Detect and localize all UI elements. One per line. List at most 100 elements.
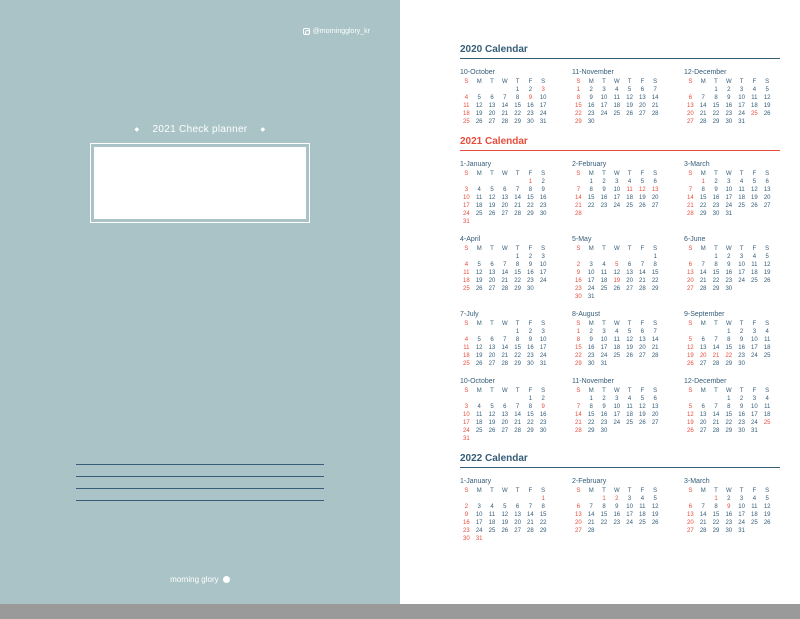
day-cell: 16 <box>585 102 598 110</box>
dow-cell: M <box>585 78 598 86</box>
day-cell: 8 <box>710 261 723 269</box>
day-cell <box>585 495 598 503</box>
day-cell: 28 <box>636 285 649 293</box>
day-cell <box>473 253 486 261</box>
day-cell: 3 <box>735 86 748 94</box>
day-cell: 24 <box>460 427 473 435</box>
months-row: 1-JanuarySMTWTFS123456789101112131415161… <box>460 478 780 543</box>
day-cell: 26 <box>649 519 662 527</box>
day-cell: 17 <box>748 411 761 419</box>
dow-cell: M <box>585 387 598 395</box>
day-cell: 25 <box>610 110 623 118</box>
month-block: 1-JanuarySMTWTFS123456789101112131415161… <box>460 161 550 226</box>
day-cell <box>537 435 550 443</box>
day-cell: 6 <box>649 395 662 403</box>
day-cell <box>623 118 636 126</box>
day-cell: 12 <box>761 503 774 511</box>
day-cell: 5 <box>684 336 697 344</box>
day-cell <box>610 293 623 301</box>
day-cell: 26 <box>761 110 774 118</box>
month-name: 11-November <box>572 378 662 385</box>
day-cell: 2 <box>572 261 585 269</box>
week-row: 15161718192021 <box>572 344 662 352</box>
day-cell: 23 <box>585 352 598 360</box>
day-cell: 13 <box>697 344 710 352</box>
day-cell: 1 <box>710 86 723 94</box>
day-cell: 12 <box>473 102 486 110</box>
day-cell: 25 <box>486 527 499 535</box>
week-row: 13141516171819 <box>684 102 774 110</box>
day-cell <box>610 210 623 218</box>
day-cell: 21 <box>649 102 662 110</box>
dow-cell: F <box>524 170 537 178</box>
day-cell: 30 <box>710 210 723 218</box>
day-cell: 21 <box>524 519 537 527</box>
day-cell: 8 <box>697 186 710 194</box>
day-cell: 23 <box>585 110 598 118</box>
day-cell: 13 <box>697 411 710 419</box>
day-cell: 2 <box>585 328 598 336</box>
day-cell: 8 <box>511 261 524 269</box>
day-cell: 23 <box>460 527 473 535</box>
day-cell: 23 <box>524 277 537 285</box>
day-cell: 6 <box>486 261 499 269</box>
day-cell: 15 <box>524 194 537 202</box>
week-row: 123456 <box>572 178 662 186</box>
day-cell <box>684 395 697 403</box>
dow-cell: S <box>761 78 774 86</box>
dow-cell: F <box>636 320 649 328</box>
day-cell: 1 <box>572 86 585 94</box>
day-cell: 16 <box>598 194 611 202</box>
day-cell: 1 <box>697 178 710 186</box>
day-cell: 9 <box>524 336 537 344</box>
day-cell: 25 <box>460 285 473 293</box>
day-cell: 30 <box>537 427 550 435</box>
day-cell <box>649 427 662 435</box>
day-cell: 4 <box>623 178 636 186</box>
day-cell: 18 <box>636 511 649 519</box>
day-cell: 26 <box>636 202 649 210</box>
day-cell: 10 <box>460 411 473 419</box>
day-cell <box>684 328 697 336</box>
week-row: 17181920212223 <box>460 419 550 427</box>
day-cell: 9 <box>735 403 748 411</box>
week-row: 6789101112 <box>684 261 774 269</box>
week-row: 18192021222324 <box>460 352 550 360</box>
dow-cell: M <box>473 320 486 328</box>
week-row: 21222324252627 <box>572 202 662 210</box>
day-cell: 3 <box>473 503 486 511</box>
dow-cell: T <box>511 387 524 395</box>
day-cell: 26 <box>684 360 697 368</box>
day-cell: 26 <box>636 419 649 427</box>
dow-cell: W <box>722 78 735 86</box>
dow-cell: T <box>598 245 611 253</box>
day-cell: 5 <box>610 261 623 269</box>
day-cell: 30 <box>524 285 537 293</box>
day-cell: 24 <box>537 110 550 118</box>
day-cell: 21 <box>585 519 598 527</box>
week-row: 1234567 <box>572 86 662 94</box>
day-cell: 2 <box>722 86 735 94</box>
day-cell: 28 <box>585 527 598 535</box>
week-row: 45678910 <box>460 94 550 102</box>
day-cell: 26 <box>498 527 511 535</box>
day-cell <box>649 118 662 126</box>
dow-cell: F <box>748 170 761 178</box>
day-cell: 17 <box>623 511 636 519</box>
week-row: 262728293031 <box>684 427 774 435</box>
week-row: 9101112131415 <box>572 269 662 277</box>
day-cell <box>636 360 649 368</box>
day-cell <box>572 178 585 186</box>
day-cell <box>610 118 623 126</box>
day-cell: 17 <box>722 194 735 202</box>
day-cell <box>710 328 723 336</box>
day-cell: 5 <box>498 503 511 511</box>
dow-cell: S <box>684 487 697 495</box>
dow-cell: W <box>498 78 511 86</box>
day-cell: 5 <box>684 403 697 411</box>
year-rule <box>460 467 780 468</box>
day-cell: 22 <box>722 352 735 360</box>
dow-cell: T <box>735 487 748 495</box>
dow-row: SMTWTFS <box>684 387 774 395</box>
day-cell <box>511 218 524 226</box>
